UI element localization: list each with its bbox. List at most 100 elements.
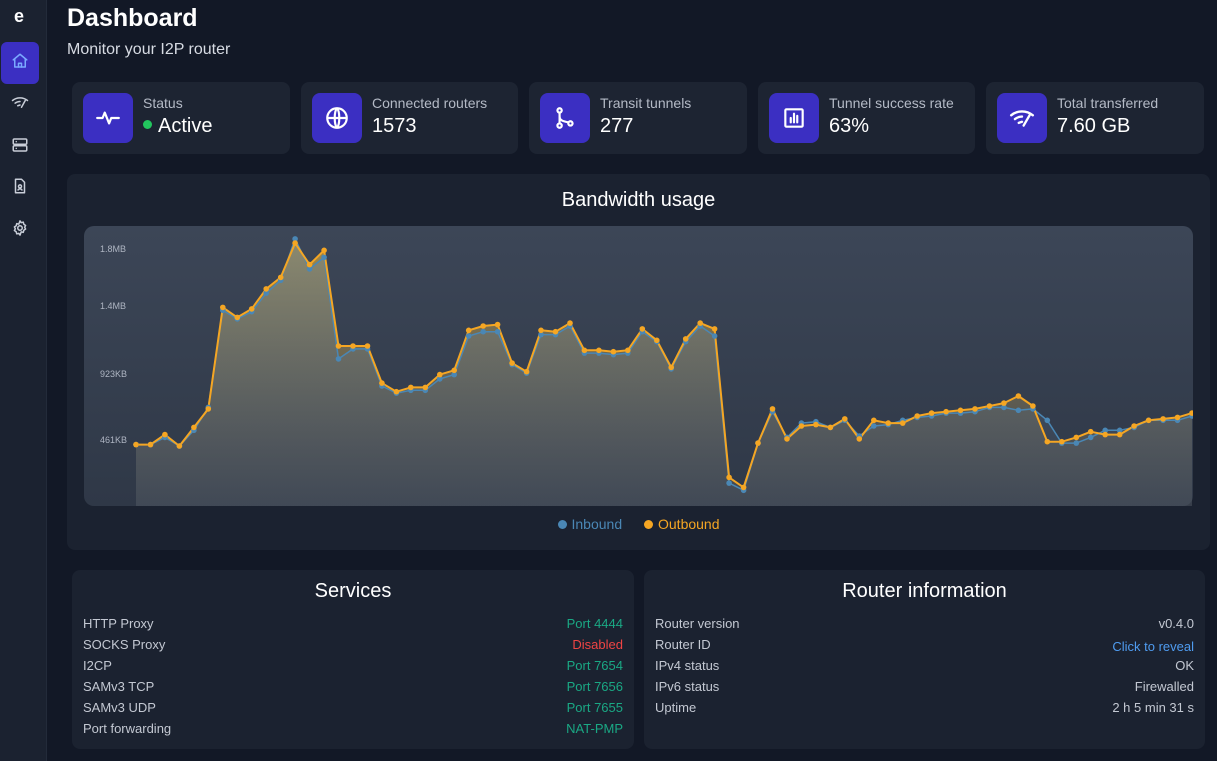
point-outbound[interactable] (682, 336, 689, 342)
point-outbound[interactable] (422, 384, 429, 391)
point-inbound[interactable] (711, 333, 718, 339)
point-outbound[interactable] (1145, 417, 1152, 424)
app-logo[interactable]: e (13, 6, 24, 26)
point-outbound[interactable] (899, 420, 906, 426)
point-outbound[interactable] (769, 406, 776, 412)
point-outbound[interactable] (552, 328, 559, 335)
point-outbound[interactable] (827, 424, 834, 431)
point-outbound[interactable] (306, 261, 313, 268)
point-inbound[interactable] (480, 328, 487, 335)
point-outbound[interactable] (335, 343, 342, 349)
point-inbound[interactable] (451, 371, 458, 378)
point-outbound[interactable] (668, 364, 674, 371)
point-outbound[interactable] (943, 408, 949, 415)
point-outbound[interactable] (277, 274, 284, 281)
point-outbound[interactable] (610, 348, 617, 355)
point-outbound[interactable] (1189, 410, 1193, 416)
point-outbound[interactable] (1044, 438, 1051, 445)
point-outbound[interactable] (191, 424, 197, 431)
point-inbound[interactable] (1102, 427, 1108, 434)
point-outbound[interactable] (856, 436, 863, 442)
point-outbound[interactable] (972, 406, 978, 412)
point-outbound[interactable] (784, 436, 790, 442)
sidebar-item-servers[interactable] (1, 126, 39, 168)
point-inbound[interactable] (306, 266, 313, 272)
point-outbound[interactable] (1116, 431, 1123, 438)
point-outbound[interactable] (321, 247, 327, 254)
point-outbound[interactable] (465, 327, 472, 334)
point-inbound[interactable] (335, 356, 342, 362)
point-outbound[interactable] (871, 417, 877, 424)
point-outbound[interactable] (1073, 434, 1080, 441)
point-outbound[interactable] (234, 314, 241, 321)
point-outbound[interactable] (1001, 400, 1007, 406)
point-outbound[interactable] (654, 337, 660, 344)
point-outbound[interactable] (350, 343, 356, 349)
legend-item-inbound[interactable]: Inbound (557, 516, 622, 532)
point-inbound[interactable] (1001, 404, 1007, 411)
point-outbound[interactable] (364, 343, 371, 349)
point-outbound[interactable] (726, 474, 732, 481)
point-inbound[interactable] (321, 254, 327, 261)
point-outbound[interactable] (1030, 403, 1036, 409)
point-outbound[interactable] (480, 323, 487, 329)
point-outbound[interactable] (885, 420, 891, 426)
point-outbound[interactable] (393, 388, 400, 395)
point-outbound[interactable] (133, 441, 139, 448)
sidebar-item-logs[interactable] (1, 167, 39, 209)
point-inbound[interactable] (437, 376, 443, 382)
point-inbound[interactable] (538, 331, 544, 338)
point-outbound[interactable] (697, 320, 703, 326)
point-outbound[interactable] (1131, 423, 1137, 429)
point-outbound[interactable] (538, 327, 544, 334)
point-outbound[interactable] (162, 431, 168, 438)
point-outbound[interactable] (639, 326, 646, 332)
point-outbound[interactable] (842, 416, 848, 422)
point-inbound[interactable] (263, 290, 269, 296)
point-outbound[interactable] (494, 321, 501, 328)
point-outbound[interactable] (957, 407, 964, 414)
legend-item-outbound[interactable]: Outbound (644, 516, 720, 532)
point-inbound[interactable] (1044, 417, 1051, 424)
point-outbound[interactable] (248, 306, 255, 312)
point-outbound[interactable] (740, 484, 747, 491)
point-outbound[interactable] (813, 421, 819, 428)
point-outbound[interactable] (755, 440, 761, 446)
point-outbound[interactable] (567, 320, 573, 326)
point-outbound[interactable] (1174, 414, 1181, 421)
point-outbound[interactable] (1059, 438, 1065, 445)
point-inbound[interactable] (494, 328, 501, 335)
point-outbound[interactable] (798, 423, 805, 429)
sidebar-item-network[interactable] (1, 83, 39, 125)
point-outbound[interactable] (509, 360, 515, 366)
point-outbound[interactable] (263, 286, 269, 292)
sidebar-item-settings[interactable] (1, 209, 39, 251)
sidebar-item-home[interactable] (1, 42, 39, 84)
point-outbound[interactable] (379, 380, 385, 386)
point-outbound[interactable] (914, 413, 920, 419)
point-inbound[interactable] (465, 333, 472, 339)
point-outbound[interactable] (147, 441, 154, 448)
point-inbound[interactable] (1087, 434, 1094, 441)
point-outbound[interactable] (711, 326, 718, 332)
point-outbound[interactable] (1102, 431, 1108, 438)
point-outbound[interactable] (292, 240, 298, 246)
point-outbound[interactable] (986, 403, 993, 409)
reveal-router-id-link[interactable]: Click to reveal (1112, 639, 1194, 654)
point-inbound[interactable] (1116, 427, 1123, 434)
point-outbound[interactable] (596, 347, 602, 354)
point-outbound[interactable] (408, 384, 414, 391)
point-outbound[interactable] (1087, 428, 1094, 435)
point-inbound[interactable] (871, 423, 877, 429)
point-outbound[interactable] (928, 410, 935, 416)
point-outbound[interactable] (581, 347, 588, 354)
point-outbound[interactable] (1015, 393, 1022, 399)
point-outbound[interactable] (220, 304, 226, 311)
point-outbound[interactable] (437, 371, 443, 378)
point-inbound[interactable] (1073, 440, 1080, 446)
point-inbound[interactable] (292, 236, 298, 242)
point-inbound[interactable] (726, 480, 732, 486)
point-outbound[interactable] (625, 347, 631, 354)
point-outbound[interactable] (451, 367, 458, 374)
point-outbound[interactable] (1160, 416, 1166, 422)
